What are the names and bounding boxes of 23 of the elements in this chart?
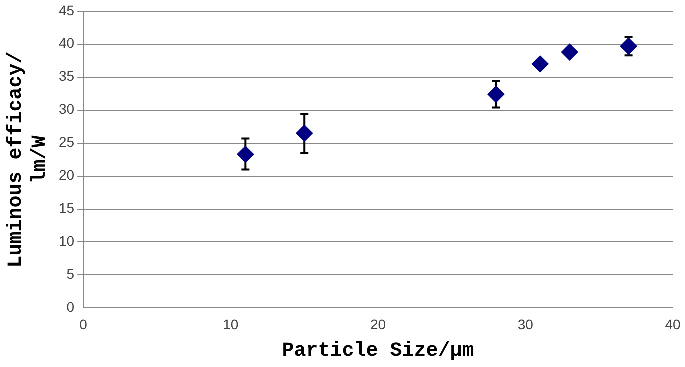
y-tick-label: 30 [58,101,75,118]
y-axis-title: Luminous efficacy/ lm/W [5,52,52,268]
point [620,38,638,55]
x-tick-label: 20 [370,316,386,332]
point [296,124,314,142]
y-tick-label: 0 [66,299,75,316]
x-axis-title: Particle Size/μm [282,340,474,364]
point [237,146,254,164]
x-tick-label: 10 [223,316,239,332]
point [561,44,578,61]
point [488,86,505,104]
point [532,56,549,73]
y-tick-label: 35 [58,68,75,84]
y-tick-label: 40 [58,35,75,52]
x-tick-label: 0 [80,316,88,332]
x-tick-label: 30 [518,316,534,332]
y-tick-label: 45 [58,2,75,18]
y-tick-label: 25 [58,134,75,150]
x-tick-label: 40 [665,316,681,332]
y-tick-label: 5 [66,266,75,282]
y-tick-label: 10 [58,233,75,250]
y-tick-label: 20 [58,167,75,184]
y-tick-label: 15 [58,200,75,216]
